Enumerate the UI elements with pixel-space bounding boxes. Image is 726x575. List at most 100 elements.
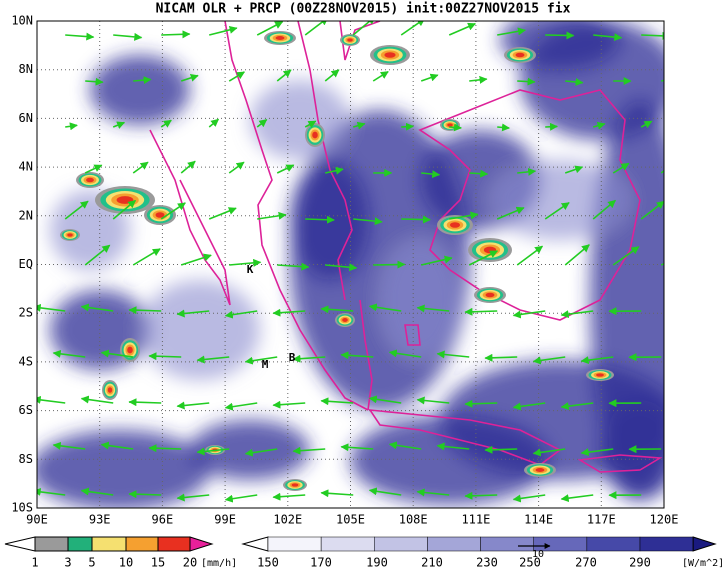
x-tick-label: 108E bbox=[399, 513, 428, 527]
colorbar-segment bbox=[374, 537, 427, 551]
precip-cell bbox=[596, 373, 604, 376]
wind-vector bbox=[465, 311, 497, 312]
precip-label: 15 bbox=[151, 556, 165, 570]
olr-label: 270 bbox=[575, 556, 597, 570]
olr-unit: [W/m^2] bbox=[682, 558, 724, 569]
precip-cell bbox=[276, 36, 285, 40]
station-label: K bbox=[247, 263, 254, 276]
colorbar-arrow bbox=[190, 537, 212, 551]
y-tick-label: 6S bbox=[19, 403, 33, 417]
wind-vector bbox=[465, 403, 497, 404]
precip-cell bbox=[347, 38, 353, 41]
x-tick-label: 120E bbox=[650, 513, 679, 527]
y-tick-label: 2N bbox=[19, 208, 33, 222]
precip-unit: [mm/h] bbox=[201, 558, 237, 569]
olr-region bbox=[90, 55, 190, 125]
wind-vector bbox=[469, 173, 487, 174]
wind-vector bbox=[449, 127, 461, 128]
colorbar-segment bbox=[427, 537, 480, 551]
colorbar-segment bbox=[35, 537, 68, 551]
x-tick-label: 93E bbox=[89, 513, 111, 527]
olr-label: 290 bbox=[629, 556, 651, 570]
olr-label: 170 bbox=[310, 556, 332, 570]
precip-label: 1 bbox=[31, 556, 38, 570]
wind-vector bbox=[545, 126, 557, 127]
olr-region bbox=[140, 280, 260, 380]
olr-label: 150 bbox=[257, 556, 279, 570]
colorbar-arrow bbox=[693, 537, 715, 551]
x-tick-label: 111E bbox=[461, 513, 490, 527]
x-tick-label: 96E bbox=[152, 513, 174, 527]
y-tick-label: EQ bbox=[19, 257, 33, 271]
precip-cell bbox=[536, 468, 545, 472]
precip-cell bbox=[67, 233, 73, 236]
precip-label: 3 bbox=[64, 556, 71, 570]
precip-cell bbox=[384, 52, 395, 58]
y-tick-label: 10N bbox=[11, 14, 33, 28]
y-tick-label: 10S bbox=[11, 501, 33, 515]
x-tick-label: 90E bbox=[26, 513, 48, 527]
olr-label: 210 bbox=[421, 556, 443, 570]
colorbar-segment bbox=[481, 537, 534, 551]
precip-label: 10 bbox=[119, 556, 133, 570]
wind-vector bbox=[465, 495, 497, 496]
y-tick-label: 4N bbox=[19, 160, 33, 174]
precip-cell bbox=[447, 123, 453, 126]
olr-label: 190 bbox=[366, 556, 388, 570]
precip-cell bbox=[117, 196, 134, 204]
wind-vector bbox=[305, 219, 334, 220]
precip-cell bbox=[108, 387, 112, 393]
title: NICAM OLR + PRCP (00Z28NOV2015) init:00Z… bbox=[156, 2, 571, 17]
y-tick-label: 2S bbox=[19, 306, 33, 320]
colorbar-segment bbox=[158, 537, 190, 551]
wind-vector bbox=[545, 35, 573, 36]
wind-vector bbox=[661, 252, 690, 265]
precip-cell bbox=[342, 318, 348, 322]
y-tick-label: 6N bbox=[19, 111, 33, 125]
station-label: M bbox=[262, 358, 269, 371]
olr-label: 230 bbox=[476, 556, 498, 570]
wind-vector bbox=[129, 402, 161, 403]
map-area: K M B bbox=[30, 10, 690, 510]
wind-vector bbox=[401, 219, 430, 220]
precip-cell bbox=[292, 483, 299, 486]
x-tick-label: 117E bbox=[587, 513, 616, 527]
precip-cell bbox=[450, 222, 460, 228]
precip-label: 5 bbox=[88, 556, 95, 570]
x-tick-label: 99E bbox=[214, 513, 236, 527]
vector-scale-label: 10 bbox=[532, 549, 544, 560]
colorbar-segment bbox=[268, 537, 321, 551]
x-tick-label: 114E bbox=[524, 513, 553, 527]
y-tick-label: 8N bbox=[19, 62, 33, 76]
x-tick-label: 105E bbox=[336, 513, 365, 527]
precip-cell bbox=[486, 293, 495, 297]
wind-vector bbox=[401, 126, 413, 127]
wind-vector bbox=[517, 81, 535, 82]
colorbar-segment bbox=[321, 537, 374, 551]
wind-vector bbox=[641, 35, 669, 36]
wind-vector bbox=[129, 310, 161, 311]
colorbar-segment bbox=[640, 537, 693, 551]
y-tick-label: 4S bbox=[19, 354, 33, 368]
precip-cell bbox=[86, 178, 94, 182]
wind-vector bbox=[149, 448, 181, 449]
colorbar-segment bbox=[68, 537, 92, 551]
colorbar-segment bbox=[587, 537, 640, 551]
colorbar-segment bbox=[126, 537, 158, 551]
wind-vector bbox=[485, 357, 517, 358]
olr-region bbox=[490, 160, 630, 240]
x-tick-label: 102E bbox=[273, 513, 302, 527]
precip-label: 20 bbox=[183, 556, 197, 570]
station-label: B bbox=[289, 351, 296, 364]
colorbar-segment bbox=[92, 537, 126, 551]
wind-vector bbox=[485, 449, 517, 450]
olr-region bbox=[600, 400, 680, 500]
wind-vector bbox=[161, 34, 189, 35]
precip-cell bbox=[312, 132, 318, 139]
wind-vector bbox=[497, 127, 509, 128]
colorbar-arrow bbox=[243, 537, 268, 551]
wind-vector bbox=[129, 494, 161, 495]
precip-cell bbox=[127, 347, 133, 354]
wind-vector bbox=[373, 264, 404, 265]
